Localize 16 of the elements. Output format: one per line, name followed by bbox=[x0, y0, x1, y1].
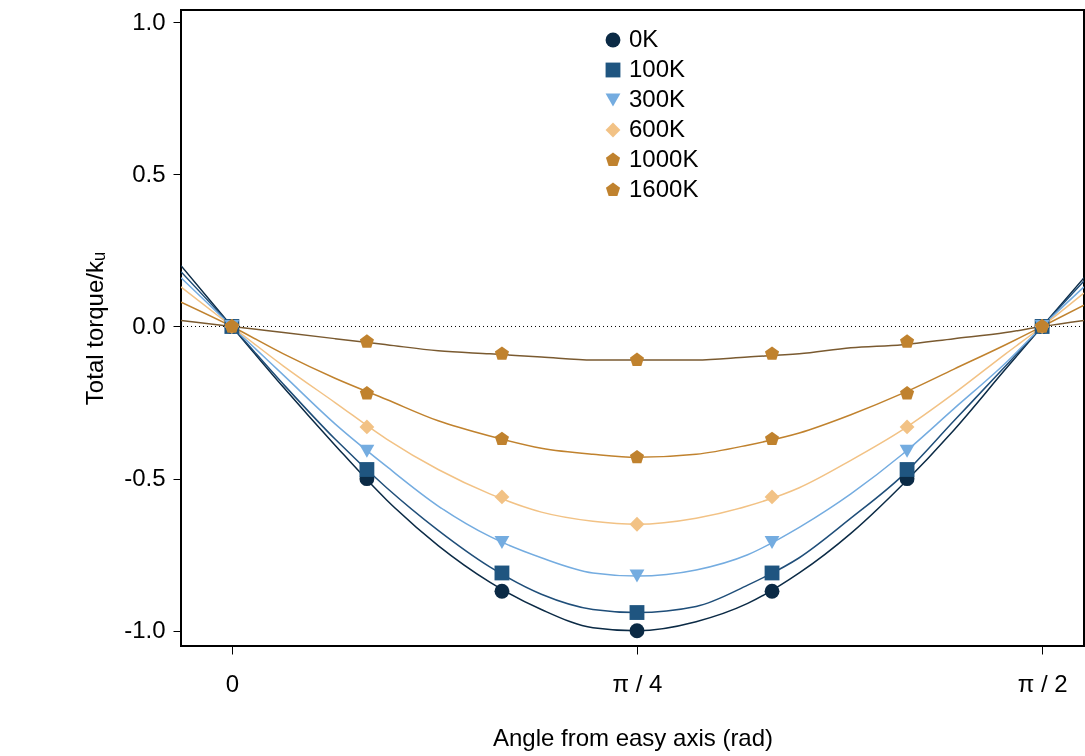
legend-label: 1000K bbox=[629, 145, 699, 172]
legend-label: 600K bbox=[629, 115, 686, 142]
legend-label: 0K bbox=[629, 25, 659, 52]
y-tick-label: -1.0 bbox=[124, 616, 166, 644]
y-tick-label: -0.5 bbox=[124, 464, 166, 492]
x-tick-label: 0 bbox=[225, 669, 240, 697]
x-tick-label: π / 2 bbox=[1017, 669, 1068, 697]
x-axis-title: Angle from easy axis (rad) bbox=[492, 723, 774, 751]
y-tick-label: 0.5 bbox=[132, 159, 166, 187]
legend-label: 300K bbox=[629, 85, 686, 112]
legend-label: 1600K bbox=[629, 175, 699, 202]
y-tick-label: 0.0 bbox=[132, 311, 166, 339]
y-axis-title: Total torque/kᵤ bbox=[81, 251, 109, 406]
x-tick-label: π / 4 bbox=[612, 669, 663, 697]
legend-label: 100K bbox=[629, 55, 686, 82]
y-tick-label: 1.0 bbox=[132, 7, 166, 35]
